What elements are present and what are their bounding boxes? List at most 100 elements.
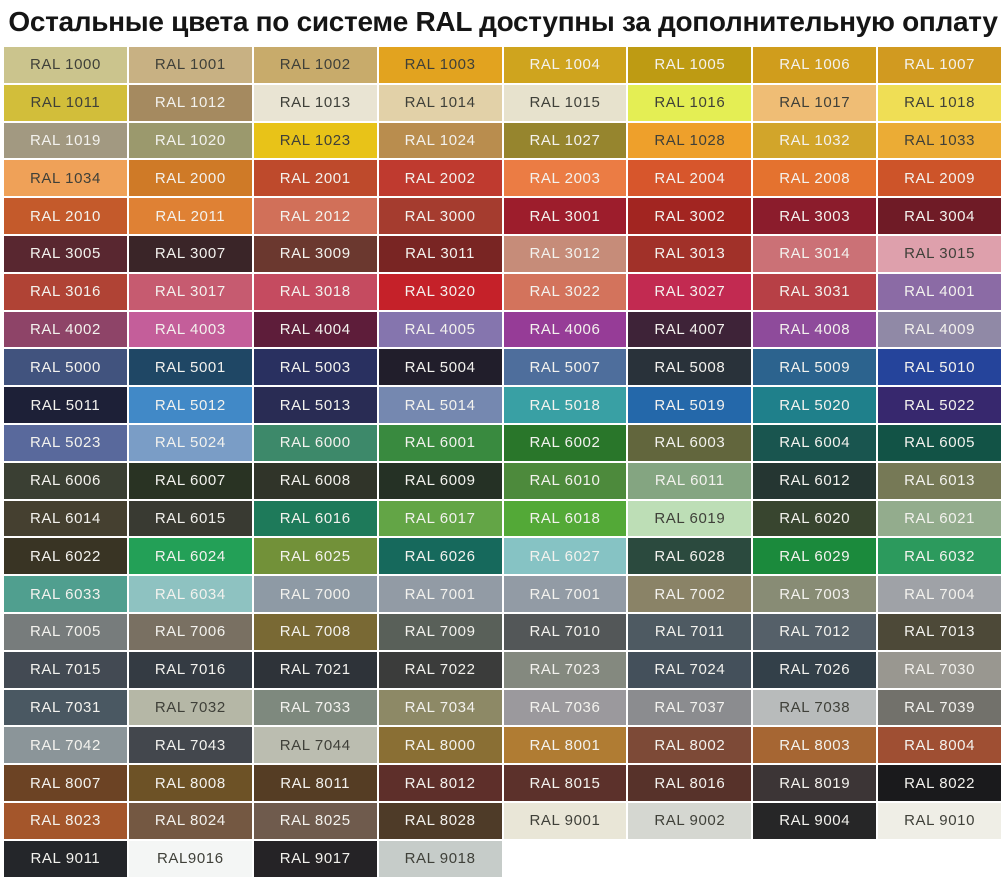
- color-swatch: RAL 2010: [4, 198, 127, 234]
- ral-grid: RAL 1000 RAL 1001 RAL 1002 RAL 1003 RAL 1004…: [4, 47, 1001, 877]
- swatch-label: RAL 1013: [279, 94, 351, 112]
- color-swatch: RAL 6012: [753, 462, 877, 499]
- swatch-label: RAL 1005: [654, 56, 726, 74]
- swatch-label: RAL 7006: [154, 623, 226, 641]
- color-swatch: RAL 6004: [753, 424, 877, 461]
- swatch-label: RAL 5013: [279, 396, 351, 414]
- color-swatch: RAL 6017: [378, 500, 502, 537]
- color-swatch: RAL 6021: [878, 500, 1001, 537]
- swatch-label: RAL 7016: [154, 661, 226, 679]
- color-swatch: RAL 4003: [128, 311, 252, 348]
- color-swatch: RAL 1024: [378, 122, 502, 159]
- color-swatch: RAL 5013: [253, 387, 377, 423]
- color-swatch: RAL 1015: [503, 84, 627, 121]
- swatch-label: RAL 5007: [529, 358, 601, 376]
- color-swatch: RAL 7006: [128, 613, 252, 650]
- swatch-label: RAL 4005: [404, 320, 476, 338]
- swatch-label: RAL 3017: [154, 283, 226, 301]
- color-swatch: RAL 8016: [628, 765, 752, 801]
- swatch-label: RAL 6021: [904, 509, 976, 527]
- color-swatch: RAL 5008: [628, 349, 752, 386]
- color-swatch: RAL 6018: [503, 500, 627, 537]
- color-swatch: RAL 3011: [378, 235, 502, 272]
- swatch-label: RAL 8024: [154, 812, 226, 830]
- swatch-label: RAL 3005: [29, 245, 101, 263]
- color-swatch: RAL 1001: [128, 47, 252, 83]
- color-swatch: RAL 7021: [253, 651, 377, 688]
- swatch-label: RAL 7044: [279, 736, 351, 754]
- swatch-label: RAL 3012: [529, 245, 601, 263]
- page-title: Остальные цвета по системе RAL доступны …: [8, 6, 998, 37]
- color-swatch: RAL 9002: [628, 802, 752, 839]
- swatch-label: RAL 8028: [404, 812, 476, 830]
- swatch-label: RAL 6019: [654, 509, 726, 527]
- color-swatch: RAL 7012: [753, 613, 877, 650]
- swatch-label: RAL 5004: [404, 358, 476, 376]
- swatch-label: RAL 8000: [404, 736, 476, 754]
- swatch-label: RAL 8016: [654, 774, 726, 792]
- swatch-label: RAL 1006: [779, 56, 851, 74]
- color-swatch: RAL 4009: [878, 311, 1001, 348]
- swatch-label: RAL 6034: [154, 585, 226, 603]
- color-swatch: RAL9016: [128, 840, 252, 877]
- color-swatch: RAL 8028: [378, 802, 502, 839]
- swatch-label: RAL 6018: [529, 509, 601, 527]
- swatch-label: RAL 7031: [29, 698, 101, 716]
- color-swatch: RAL 6003: [628, 424, 752, 461]
- swatch-label: RAL 5000: [29, 358, 101, 376]
- swatch-label: RAL 6000: [279, 434, 351, 452]
- color-swatch: RAL 1032: [753, 122, 877, 159]
- color-swatch: RAL 6033: [4, 576, 127, 612]
- swatch-label: RAL 6005: [904, 434, 976, 452]
- swatch-label: RAL 1027: [529, 131, 601, 149]
- swatch-label: RAL 3016: [29, 283, 101, 301]
- swatch-label: RAL 7023: [529, 661, 601, 679]
- swatch-label: RAL 5014: [404, 396, 476, 414]
- swatch-label: RAL 2000: [154, 169, 226, 187]
- color-swatch: RAL 6014: [4, 500, 127, 537]
- color-swatch: RAL 1019: [4, 122, 127, 159]
- swatch-label: RAL 7026: [779, 661, 851, 679]
- swatch-label: RAL 4006: [529, 320, 601, 338]
- swatch-label: RAL 7015: [29, 661, 101, 679]
- color-swatch: RAL 7030: [878, 651, 1001, 688]
- swatch-label: RAL 1032: [779, 131, 851, 149]
- swatch-label: RAL 1007: [904, 56, 976, 74]
- swatch-label: RAL 2004: [654, 169, 726, 187]
- color-swatch: RAL 6016: [253, 500, 377, 537]
- swatch-label: RAL 3007: [154, 245, 226, 263]
- swatch-label: RAL 8011: [280, 774, 351, 792]
- color-swatch: RAL 7005: [4, 613, 127, 650]
- swatch-label: RAL 3013: [654, 245, 726, 263]
- color-swatch: RAL 3003: [753, 198, 877, 234]
- swatch-label: RAL 8004: [904, 736, 976, 754]
- color-swatch: RAL 5012: [128, 387, 252, 423]
- swatch-label: RAL 2002: [404, 169, 476, 187]
- swatch-label: RAL 9018: [404, 850, 476, 868]
- swatch-label: RAL 1033: [904, 131, 976, 149]
- swatch-label: RAL 6017: [404, 509, 476, 527]
- color-swatch: RAL 8004: [878, 727, 1001, 764]
- swatch-label: RAL 7039: [904, 698, 976, 716]
- color-swatch: RAL 6032: [878, 538, 1001, 575]
- swatch-label: RAL 4003: [154, 320, 226, 338]
- color-swatch: RAL 5011: [4, 387, 127, 423]
- color-swatch: RAL 3000: [378, 198, 502, 234]
- color-swatch: RAL 3020: [378, 273, 502, 310]
- swatch-label: RAL 6033: [29, 585, 101, 603]
- color-swatch: RAL 9004: [753, 802, 877, 839]
- swatch-label: RAL 7005: [29, 623, 101, 641]
- color-swatch: RAL 8012: [378, 765, 502, 801]
- color-swatch: RAL 3001: [503, 198, 627, 234]
- color-swatch: RAL 2008: [753, 160, 877, 197]
- swatch-label: RAL 5001: [154, 358, 226, 376]
- swatch-label: RAL 3018: [279, 283, 351, 301]
- swatch-label: RAL 6013: [904, 472, 976, 490]
- swatch-label: RAL 1000: [29, 56, 101, 74]
- color-swatch: RAL 7033: [253, 689, 377, 726]
- swatch-label: RAL 1012: [154, 94, 226, 112]
- color-swatch: RAL 8003: [753, 727, 877, 764]
- swatch-label: RAL 4009: [904, 320, 976, 338]
- color-swatch: RAL 5023: [4, 424, 127, 461]
- swatch-label: RAL 1020: [154, 131, 226, 149]
